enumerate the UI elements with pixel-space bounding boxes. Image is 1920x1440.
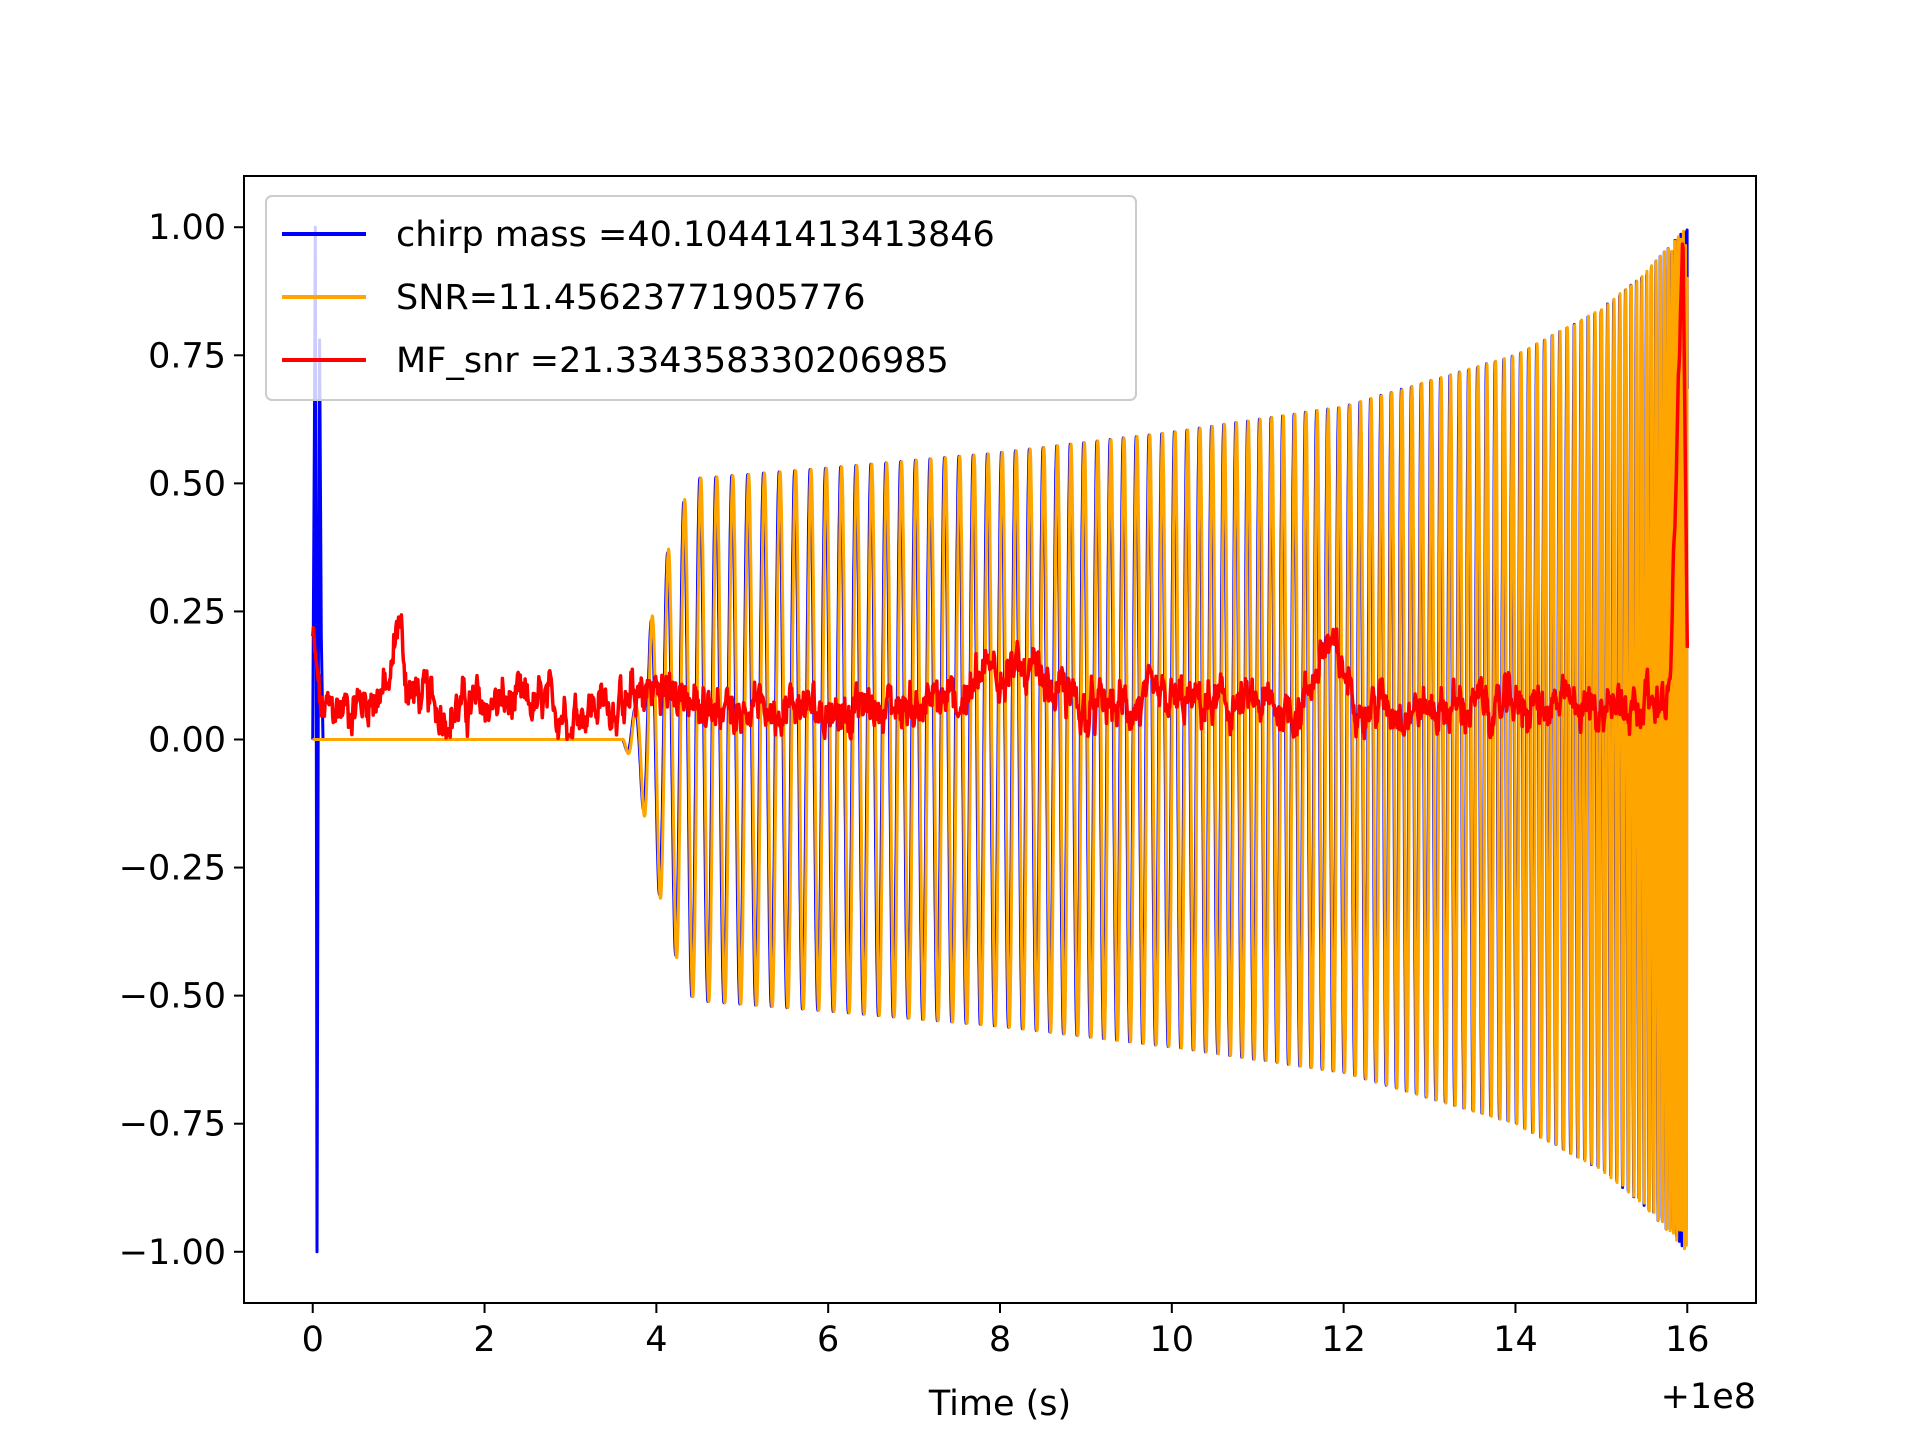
x-tick-label: 14 [1493, 1320, 1538, 1360]
plot-area [310, 225, 1690, 1254]
x-axis: 0 2 4 6 8 10 12 14 16 [302, 1303, 1710, 1360]
y-tick-label: 0.50 [148, 464, 226, 504]
y-tick-label: 0.75 [148, 336, 226, 376]
x-axis-offset-text: +1e8 [1661, 1377, 1756, 1417]
x-tick-label: 6 [817, 1320, 839, 1360]
series-line-snr [312, 229, 1689, 1251]
x-tick-label: 16 [1665, 1320, 1710, 1360]
x-axis-label: Time (s) [928, 1384, 1071, 1424]
y-tick-label: 0.00 [148, 721, 226, 761]
y-tick-label: 1.00 [148, 208, 226, 248]
x-tick-label: 10 [1150, 1320, 1195, 1360]
x-tick-label: 2 [473, 1320, 495, 1360]
y-tick-label: −0.50 [119, 977, 226, 1017]
legend-entry-label: SNR=11.45623771905776 [396, 278, 865, 318]
x-tick-label: 12 [1321, 1320, 1366, 1360]
legend-box [265, 195, 1137, 401]
series-group [310, 225, 1690, 1254]
x-tick-label: 0 [302, 1320, 324, 1360]
legend: chirp mass =40.10441413413846 SNR=11.4562… [265, 195, 1137, 401]
series-line-mf-snr [310, 242, 1690, 741]
legend-entry-label: chirp mass =40.10441413413846 [396, 215, 995, 255]
y-tick-label: −0.75 [119, 1105, 226, 1145]
y-tick-label: −1.00 [119, 1233, 226, 1273]
y-axis: 1.00 0.75 0.50 0.25 0.00 −0.25 −0.50 −0.75 −1.00 [119, 208, 244, 1273]
y-tick-label: 0.25 [148, 592, 226, 632]
x-tick-label: 8 [989, 1320, 1011, 1360]
x-tick-label: 4 [645, 1320, 667, 1360]
legend-entry-label: MF_snr =21.334358330206985 [396, 341, 949, 381]
y-tick-label: −0.25 [119, 849, 226, 889]
